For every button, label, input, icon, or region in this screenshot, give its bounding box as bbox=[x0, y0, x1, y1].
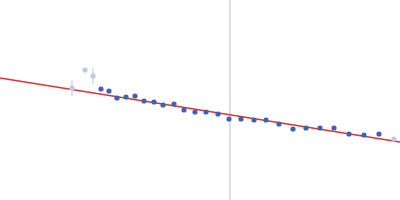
point bbox=[82, 67, 87, 72]
point bbox=[181, 107, 186, 112]
point bbox=[114, 95, 119, 100]
point bbox=[331, 125, 336, 130]
point bbox=[203, 109, 208, 114]
point bbox=[106, 88, 111, 93]
chart bbox=[0, 0, 400, 200]
point bbox=[276, 121, 281, 126]
point bbox=[303, 125, 308, 130]
point bbox=[290, 126, 295, 131]
point bbox=[90, 73, 95, 78]
point bbox=[317, 125, 322, 130]
point bbox=[123, 94, 128, 99]
point bbox=[69, 85, 74, 90]
point bbox=[192, 109, 197, 114]
point bbox=[171, 101, 176, 106]
point bbox=[98, 86, 103, 91]
point bbox=[215, 111, 220, 116]
point bbox=[346, 131, 351, 136]
point bbox=[226, 116, 231, 121]
point bbox=[376, 131, 381, 136]
point bbox=[151, 99, 156, 104]
point bbox=[132, 93, 137, 98]
point bbox=[361, 132, 366, 137]
point bbox=[238, 116, 243, 121]
line bbox=[0, 78, 400, 142]
point bbox=[141, 98, 146, 103]
plot-area bbox=[0, 0, 400, 200]
point bbox=[251, 117, 256, 122]
point bbox=[391, 136, 396, 141]
point bbox=[263, 117, 268, 122]
point bbox=[160, 102, 165, 107]
line bbox=[229, 0, 230, 200]
